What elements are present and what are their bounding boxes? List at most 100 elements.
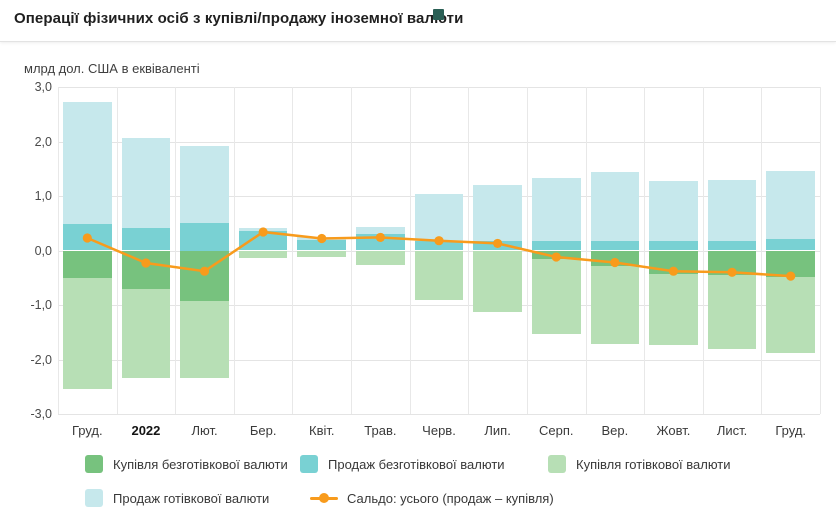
bar-segment[interactable] <box>63 278 112 390</box>
gridline-horizontal <box>58 87 820 88</box>
bar-segment[interactable] <box>707 179 757 242</box>
x-axis-label: Лип. <box>484 423 511 438</box>
bar-segment[interactable] <box>63 101 112 225</box>
legend-swatch-icon <box>85 455 103 473</box>
x-axis-label: Квіт. <box>309 423 335 438</box>
x-axis-label: Вер. <box>601 423 629 438</box>
gridline-horizontal <box>58 414 820 415</box>
legend-item[interactable]: Купівля готівкової валюти <box>548 455 731 473</box>
bar-segment[interactable] <box>531 178 581 242</box>
bar-segment[interactable] <box>590 265 640 344</box>
gridline-horizontal <box>58 305 820 306</box>
bar-segment[interactable] <box>356 250 405 265</box>
y-axis-unit-label: млрд дол. США в еквіваленті <box>24 61 200 76</box>
bar-segment[interactable] <box>414 240 464 251</box>
bar-segment[interactable] <box>180 223 229 251</box>
y-tick-label: 1,0 <box>34 189 52 203</box>
gridline-vertical <box>702 87 704 414</box>
saldo-point[interactable] <box>258 227 268 237</box>
legend-item[interactable]: Сальдо: усього (продаж – купівля) <box>310 489 554 507</box>
legend-swatch-icon <box>300 455 318 473</box>
bar-segment[interactable] <box>473 250 522 313</box>
bar-segment[interactable] <box>414 250 464 300</box>
saldo-point[interactable] <box>82 233 92 243</box>
x-axis-label: 2022 <box>131 423 161 438</box>
legend-item[interactable]: Купівля безготівкової валюти <box>85 455 288 473</box>
bar-segment[interactable] <box>707 241 757 251</box>
chart-menu-icon[interactable] <box>433 9 444 20</box>
legend-label: Купівля готівкової валюти <box>576 456 731 472</box>
bar-segment[interactable] <box>121 137 171 228</box>
saldo-point[interactable] <box>786 271 796 281</box>
bar-segment[interactable] <box>649 250 698 274</box>
bar-segment[interactable] <box>238 231 288 251</box>
y-tick-label: -2,0 <box>30 352 52 367</box>
bar-segment[interactable] <box>297 239 347 251</box>
bar-segment[interactable] <box>590 172 640 242</box>
gridline-vertical <box>351 87 353 414</box>
saldo-point[interactable] <box>375 232 385 243</box>
legend-label: Продаж готівкової валюти <box>113 490 270 506</box>
x-axis-label: Лют. <box>191 423 218 438</box>
saldo-line-layer <box>82 227 796 281</box>
gridline-horizontal <box>58 359 820 361</box>
x-axis-label: Жовт. <box>656 423 691 438</box>
saldo-point[interactable] <box>493 238 503 249</box>
legend-item[interactable]: Продаж безготівкової валюти <box>300 455 505 473</box>
gridline-vertical <box>644 87 646 414</box>
bar-segment[interactable] <box>121 227 171 251</box>
bar-segment[interactable] <box>766 277 815 353</box>
x-axis-label: Груд. <box>71 423 103 438</box>
bar-segment[interactable] <box>590 241 640 251</box>
saldo-point[interactable] <box>727 267 737 277</box>
saldo-point[interactable] <box>317 233 327 244</box>
x-axis-label: Бер. <box>249 423 277 438</box>
gridline-vertical <box>761 87 763 414</box>
bar-segment[interactable] <box>766 171 815 239</box>
y-tick-label: -3,0 <box>30 407 52 421</box>
bar-segment[interactable] <box>649 241 698 251</box>
y-tick-label: 2,0 <box>34 134 52 149</box>
gridline-vertical <box>468 87 470 414</box>
x-axis-label: Трав. <box>364 423 397 438</box>
gridline-horizontal <box>58 141 820 143</box>
chart-header: Операції фізичних осіб з купівлі/продажу… <box>0 0 836 42</box>
bar-segment[interactable] <box>121 288 171 379</box>
bar-segment[interactable] <box>356 227 405 235</box>
y-tick-label: 0,0 <box>34 243 52 258</box>
bar-segment[interactable] <box>531 258 581 334</box>
saldo-point[interactable] <box>141 258 151 268</box>
bar-segment[interactable] <box>473 184 522 242</box>
bar-segment[interactable] <box>531 241 581 251</box>
bar-segment[interactable] <box>414 193 464 241</box>
bar-segment[interactable] <box>180 145 229 224</box>
bar-segment[interactable] <box>180 300 229 378</box>
bar-segment[interactable] <box>766 238 815 251</box>
bar-segment[interactable] <box>238 250 288 259</box>
legend-line-marker-icon <box>310 489 338 507</box>
gridline-vertical <box>292 87 294 414</box>
legend-item[interactable]: Продаж готівкової валюти <box>85 489 269 507</box>
bar-segment[interactable] <box>297 250 347 258</box>
saldo-point[interactable] <box>434 236 444 246</box>
x-axis-label: Лист. <box>716 423 748 438</box>
x-axis-label: Груд. <box>775 423 807 438</box>
bar-segment[interactable] <box>707 275 757 349</box>
bar-segment[interactable] <box>649 273 698 346</box>
chart-title: Операції фізичних осіб з купівлі/продажу… <box>14 10 464 27</box>
bar-segment[interactable] <box>649 180 698 242</box>
bar-segment[interactable] <box>63 250 112 279</box>
legend-swatch-icon <box>85 489 103 507</box>
legend-swatch-icon <box>548 455 566 473</box>
gridline-vertical <box>409 87 411 414</box>
saldo-point[interactable] <box>199 266 210 276</box>
saldo-point[interactable] <box>668 266 679 276</box>
legend-label: Купівля безготівкової валюти <box>113 456 288 472</box>
saldo-point[interactable] <box>551 252 561 262</box>
gridline-vertical <box>820 87 821 414</box>
y-tick-label: 3,0 <box>34 80 52 94</box>
plot-area <box>58 87 821 415</box>
legend-label: Продаж безготівкової валюти <box>328 456 505 472</box>
saldo-point[interactable] <box>610 257 620 268</box>
